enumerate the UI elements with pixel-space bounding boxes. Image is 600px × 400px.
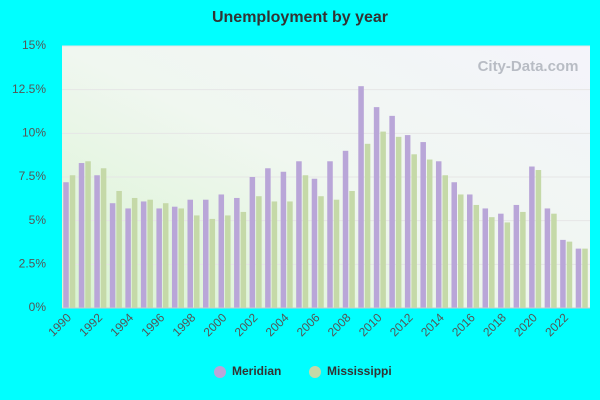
y-tick-label: 7.5% xyxy=(19,169,47,183)
bar xyxy=(302,175,309,308)
bar xyxy=(265,168,271,308)
y-tick-label: 2.5% xyxy=(19,257,47,271)
bar xyxy=(420,142,426,308)
bar xyxy=(544,208,551,308)
x-tick-label: 2014 xyxy=(418,310,447,339)
bar xyxy=(194,215,200,308)
bar xyxy=(373,107,380,308)
bar xyxy=(109,203,116,308)
bar xyxy=(342,150,349,308)
bar xyxy=(498,213,504,308)
bar xyxy=(435,161,442,308)
bar xyxy=(203,199,209,308)
bar xyxy=(249,177,256,308)
bar xyxy=(218,194,225,308)
bar xyxy=(311,178,318,308)
bar xyxy=(156,208,162,308)
bar xyxy=(395,136,402,308)
bar xyxy=(442,175,448,308)
bar xyxy=(473,204,480,308)
bar xyxy=(560,239,566,308)
bar xyxy=(380,131,386,308)
bar xyxy=(467,194,473,308)
bar xyxy=(187,199,193,308)
x-tick-label: 2004 xyxy=(263,310,292,339)
x-tick-label: 1994 xyxy=(107,310,136,339)
legend-marker xyxy=(214,366,226,378)
bar xyxy=(389,115,395,308)
bar xyxy=(85,161,91,308)
x-tick-label: 2018 xyxy=(480,310,509,339)
x-tick-label: 2000 xyxy=(201,310,230,339)
bar xyxy=(327,161,333,308)
bar xyxy=(520,211,526,308)
bar xyxy=(358,86,364,308)
bar xyxy=(225,215,231,308)
bar xyxy=(582,248,588,308)
bar xyxy=(234,197,240,308)
bar xyxy=(349,190,355,308)
bar xyxy=(296,161,302,308)
bar xyxy=(451,182,457,308)
legend-marker xyxy=(309,366,321,378)
bar xyxy=(287,201,293,308)
y-tick-label: 10% xyxy=(22,126,46,140)
bar xyxy=(162,203,169,308)
x-tick-label: 2012 xyxy=(387,310,416,339)
bar xyxy=(529,166,535,308)
x-tick-label: 1992 xyxy=(76,310,105,339)
bar xyxy=(318,196,324,308)
y-tick-label: 0% xyxy=(29,300,47,314)
x-tick-label: 2002 xyxy=(232,310,261,339)
watermark: City-Data.com xyxy=(478,58,579,75)
bar xyxy=(364,143,371,308)
bar xyxy=(116,190,122,308)
bar xyxy=(69,175,76,308)
bar xyxy=(256,196,262,308)
bar xyxy=(125,208,131,308)
bar xyxy=(458,194,464,308)
x-tick-label: 2010 xyxy=(356,310,385,339)
bar xyxy=(551,213,557,308)
bar xyxy=(171,206,178,308)
bar xyxy=(100,168,107,308)
bar xyxy=(489,217,495,308)
x-tick-label: 2022 xyxy=(542,310,571,339)
bar xyxy=(482,208,489,308)
bar xyxy=(209,218,216,308)
bar xyxy=(140,201,147,308)
bar xyxy=(404,135,411,308)
chart-title: Unemployment by year xyxy=(212,9,388,26)
bar xyxy=(411,154,417,308)
bar xyxy=(426,159,433,308)
x-tick-label: 1990 xyxy=(45,310,74,339)
bar xyxy=(131,197,138,308)
bar xyxy=(280,171,287,308)
x-tick-label: 1998 xyxy=(170,310,199,339)
x-tick-label: 2008 xyxy=(325,310,354,339)
y-tick-label: 5% xyxy=(29,213,47,227)
bar xyxy=(575,248,582,308)
bar xyxy=(94,175,100,308)
bar xyxy=(535,170,542,308)
bar xyxy=(147,199,153,308)
bar xyxy=(63,182,69,308)
bar xyxy=(333,199,340,308)
x-tick-label: 2020 xyxy=(511,310,540,339)
x-tick-label: 1996 xyxy=(139,310,168,339)
bar xyxy=(78,163,85,308)
bar xyxy=(566,241,573,308)
x-tick-label: 2006 xyxy=(294,310,323,339)
bar xyxy=(504,222,511,308)
y-tick-label: 12.5% xyxy=(12,82,46,96)
legend-label: Mississippi xyxy=(327,364,392,378)
bar xyxy=(178,208,184,308)
bar xyxy=(271,201,278,308)
bar xyxy=(513,204,520,308)
legend-label: Meridian xyxy=(232,364,281,378)
y-tick-label: 15% xyxy=(22,38,46,52)
bar xyxy=(240,211,247,308)
x-tick-label: 2016 xyxy=(449,310,478,339)
